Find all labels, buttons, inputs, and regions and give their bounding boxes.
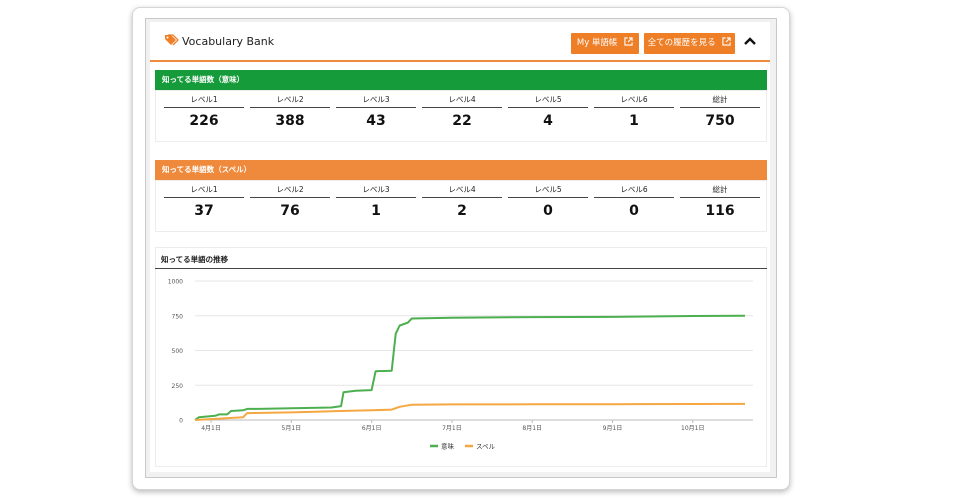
column-value: 76 bbox=[280, 203, 300, 219]
x-tick-label: 10月1日 bbox=[681, 425, 704, 432]
column-label: レベル6 bbox=[620, 95, 648, 104]
meaning-section-header: 知ってる単語数（意味） bbox=[155, 70, 767, 90]
y-tick-label: 250 bbox=[172, 383, 184, 390]
spelling-col-level6: レベル6 0 bbox=[594, 185, 674, 219]
spelling-col-level1: レベル1 37 bbox=[164, 185, 244, 219]
meaning-col-level5: レベル5 4 bbox=[508, 95, 588, 129]
column-label: レベル4 bbox=[448, 95, 476, 104]
legend-label: スペル bbox=[476, 443, 496, 451]
legend-label: 意味 bbox=[441, 442, 455, 451]
x-tick-label: 9月1日 bbox=[603, 425, 623, 432]
meaning-col-level4: レベル4 22 bbox=[422, 95, 502, 129]
spelling-col-level3: レベル3 1 bbox=[336, 185, 416, 219]
word-count-line-chart: 0 250 500 750 1000 4月1日 5月1日 6月1日 7月1日 8月1日 9月1日 10… bbox=[168, 279, 753, 451]
column-label: レベル1 bbox=[190, 185, 218, 194]
x-tick-label: 8月1日 bbox=[522, 425, 542, 432]
chart-title: 知ってる単語の推移 bbox=[161, 255, 229, 264]
x-tick-label: 4月1日 bbox=[201, 425, 221, 432]
column-label: 総計 bbox=[712, 185, 728, 194]
column-value: 388 bbox=[275, 113, 305, 129]
spelling-col-level5: レベル5 0 bbox=[508, 185, 588, 219]
panel-title: Vocabulary Bank bbox=[182, 35, 275, 48]
column-label: レベル5 bbox=[534, 95, 562, 104]
meaning-col-level3: レベル3 43 bbox=[336, 95, 416, 129]
external-link-icon bbox=[624, 37, 633, 46]
meaning-stats: レベル1 226 レベル2 388 レベル3 43 レベル4 22 レベル5 4… bbox=[155, 90, 767, 142]
y-tick-label: 500 bbox=[172, 348, 184, 355]
panel-header: Vocabulary Bank My 単語帳 全ての履歴を見る bbox=[150, 22, 770, 62]
x-tick-label: 5月1日 bbox=[282, 425, 302, 432]
column-value: 226 bbox=[189, 113, 219, 129]
y-tick-label: 750 bbox=[172, 313, 184, 320]
column-label: レベル2 bbox=[276, 185, 304, 194]
x-tick-label: 7月1日 bbox=[442, 425, 462, 432]
spelling-col-level4: レベル4 2 bbox=[422, 185, 502, 219]
y-tick-label: 0 bbox=[179, 418, 183, 425]
column-label: レベル2 bbox=[276, 95, 304, 104]
column-value: 2 bbox=[457, 203, 467, 219]
column-label: レベル3 bbox=[362, 95, 390, 104]
collapse-chevron-up-icon[interactable] bbox=[743, 35, 757, 47]
column-value: 37 bbox=[194, 203, 214, 219]
column-label: 総計 bbox=[712, 95, 728, 104]
my-words-button-label: My 単語帳 bbox=[576, 38, 618, 48]
spelling-col-total: 総計 116 bbox=[680, 185, 760, 219]
meaning-col-total: 総計 750 bbox=[680, 95, 760, 129]
chart-title-rule bbox=[155, 268, 767, 269]
y-tick-label: 1000 bbox=[168, 279, 183, 286]
chart-container bbox=[155, 247, 767, 467]
spelling-col-level2: レベル2 76 bbox=[250, 185, 330, 219]
column-value: 0 bbox=[543, 203, 553, 219]
view-all-history-button-label: 全ての履歴を見る bbox=[647, 38, 716, 48]
column-value: 1 bbox=[629, 113, 639, 129]
series-line-meaning bbox=[194, 314, 746, 421]
tag-icon bbox=[165, 34, 179, 46]
column-value: 1 bbox=[371, 203, 381, 219]
column-label: レベル1 bbox=[190, 95, 218, 104]
column-value: 0 bbox=[629, 203, 639, 219]
my-words-button[interactable]: My 単語帳 bbox=[571, 33, 639, 54]
x-tick-label: 6月1日 bbox=[362, 425, 382, 432]
series-line-spelling bbox=[194, 402, 746, 421]
meaning-col-level1: レベル1 226 bbox=[164, 95, 244, 129]
spelling-section-header: 知ってる単語数（スペル） bbox=[155, 160, 767, 180]
column-label: レベル5 bbox=[534, 185, 562, 194]
meaning-col-level6: レベル6 1 bbox=[594, 95, 674, 129]
column-label: レベル6 bbox=[620, 185, 648, 194]
external-link-icon bbox=[722, 37, 731, 46]
column-value: 4 bbox=[543, 113, 553, 129]
column-value: 43 bbox=[366, 113, 386, 129]
column-value: 116 bbox=[705, 203, 735, 219]
column-value: 750 bbox=[705, 113, 735, 129]
view-all-history-button[interactable]: 全ての履歴を見る bbox=[644, 33, 735, 54]
column-label: レベル3 bbox=[362, 185, 390, 194]
column-label: レベル4 bbox=[448, 185, 476, 194]
column-value: 22 bbox=[452, 113, 472, 129]
meaning-col-level2: レベル2 388 bbox=[250, 95, 330, 129]
spelling-stats: レベル1 37 レベル2 76 レベル3 1 レベル4 2 レベル5 0 レベル… bbox=[155, 180, 767, 232]
